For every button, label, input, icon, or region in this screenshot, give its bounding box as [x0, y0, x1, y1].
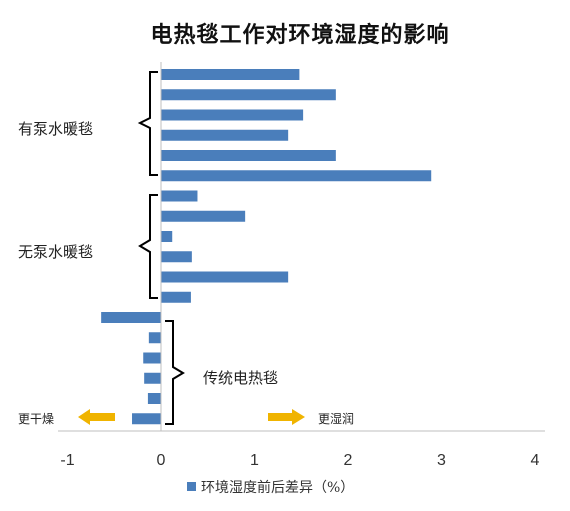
bar: [161, 251, 192, 263]
bar: [161, 271, 289, 283]
annotation-wetter: 更湿润: [318, 411, 354, 426]
bracket-pumpless: [138, 194, 158, 299]
legend-swatch: [187, 482, 196, 491]
x-tick-label: 4: [531, 452, 540, 469]
group-label-traditional: 传统电热毯: [203, 369, 278, 387]
x-tick-label: 0: [157, 452, 166, 469]
bar: [148, 332, 161, 344]
bar: [101, 312, 161, 323]
x-tick-label: -1: [60, 452, 74, 469]
bar: [161, 109, 304, 121]
bars-layer: [101, 69, 432, 425]
bracket-traditional: [165, 320, 185, 425]
bar: [161, 89, 336, 101]
tick-labels: -1 0 1 2 3 4: [60, 452, 539, 469]
bar: [161, 69, 300, 80]
group-label-pumped: 有泵水暖毯: [18, 120, 93, 138]
legend-label: 环境湿度前后差异（%）: [201, 479, 354, 496]
bar: [161, 210, 246, 222]
bracket-pumped: [137, 71, 158, 176]
chart-title: 电热毯工作对环境湿度的影响: [150, 22, 449, 48]
bar: [161, 291, 191, 303]
x-tick-label: 3: [437, 452, 446, 469]
x-tick-label: 1: [250, 452, 259, 469]
bar: [144, 372, 161, 384]
bar: [161, 150, 336, 161]
bar: [161, 170, 432, 182]
x-tick-label: 2: [344, 452, 353, 469]
bar: [161, 190, 198, 202]
arrow-left-icon: [78, 409, 115, 425]
bar: [161, 231, 173, 242]
bar: [132, 413, 161, 425]
bar: [161, 129, 289, 141]
bar: [147, 393, 161, 404]
group-label-pumpless: 无泵水暖毯: [18, 243, 93, 261]
arrow-right-icon: [268, 409, 305, 425]
bar: [143, 352, 161, 364]
annotation-drier: 更干燥: [18, 412, 54, 426]
